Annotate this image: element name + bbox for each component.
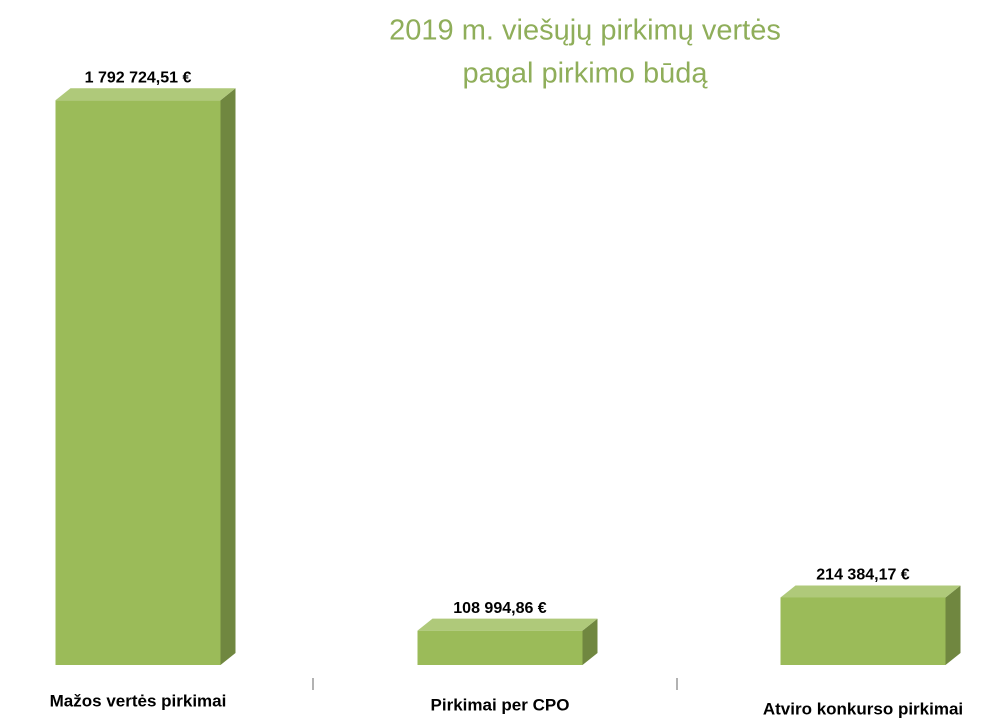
- chart-title: 2019 m. viešųjų pirkimų vertės: [389, 15, 781, 47]
- bar: [780, 597, 946, 665]
- bar-side: [220, 88, 236, 666]
- bar-side: [945, 585, 961, 665]
- data-label: 1 792 724,51 €: [85, 70, 192, 87]
- bar-side: [582, 618, 598, 665]
- bar-top: [55, 88, 236, 101]
- data-label: 108 994,86 €: [453, 600, 547, 617]
- bar-top: [417, 618, 598, 631]
- chart-title: pagal pirkimo būdą: [462, 58, 708, 90]
- x-tick-label: Pirkimai per CPO: [431, 695, 570, 714]
- bar: [417, 630, 583, 665]
- bar-top: [780, 585, 961, 598]
- x-tick-label: Mažos vertės pirkimai: [50, 691, 227, 710]
- bar: [55, 100, 221, 666]
- data-label: 214 384,17 €: [816, 567, 910, 584]
- x-tick-label: Atviro konkurso pirkimai: [763, 699, 963, 718]
